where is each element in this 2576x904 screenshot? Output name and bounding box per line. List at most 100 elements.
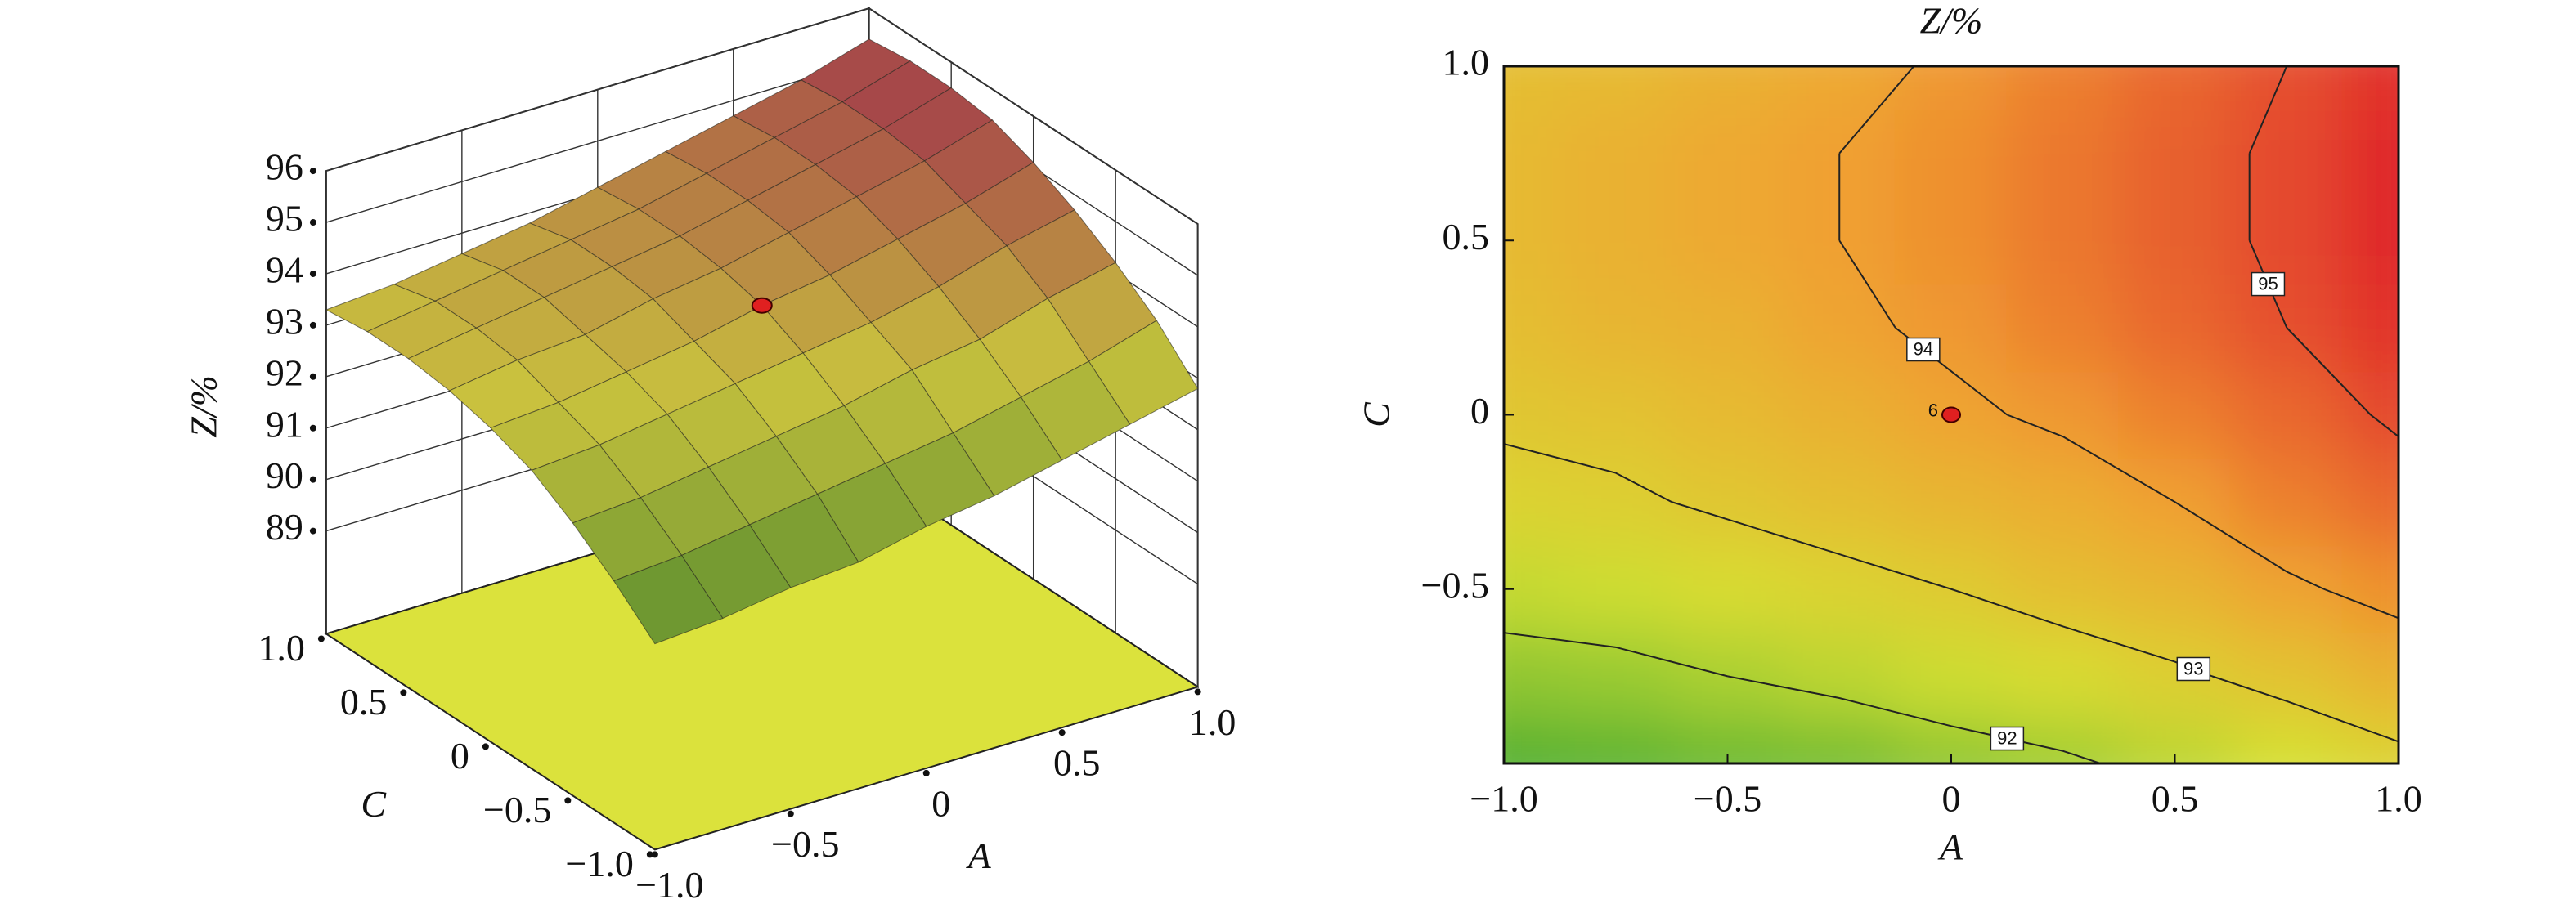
heat-cell [2006, 457, 2120, 547]
x-tick [922, 769, 930, 776]
surface-patch [613, 554, 724, 645]
y-tick-label: 0.5 [340, 681, 388, 723]
heat-cell [2341, 632, 2399, 721]
heat-cell [2006, 544, 2120, 634]
contour-label-box [1990, 726, 2025, 751]
heat-cell [2341, 195, 2399, 285]
z-tick-label: 89 [266, 506, 303, 548]
heat-cell [2229, 457, 2344, 547]
heat-cell [1559, 632, 1673, 721]
x-tick-label: 0.5 [1053, 742, 1101, 784]
heat-cell [2341, 544, 2399, 634]
heat-cell [1559, 718, 1673, 763]
z-tick-label: 92 [266, 351, 303, 393]
heat-cell [2006, 370, 2120, 459]
x-tick-label: 1.0 [2375, 778, 2422, 820]
heat-cell [1671, 283, 1784, 373]
y-tick-label: 0.5 [1443, 216, 1490, 257]
contour-label: 94 [1914, 338, 1933, 359]
z-tick-label: 93 [266, 300, 303, 342]
heat-cell [2006, 109, 2120, 198]
heat-cell [1782, 66, 1896, 111]
z-tick [309, 527, 316, 535]
x-tick-label: −1.0 [635, 864, 703, 904]
z-axis-label: Z/% [182, 375, 224, 438]
heat-cell [1894, 195, 2008, 285]
contour-chart: 92 93 94 95 −1.0 −0.5 0 0.5 1.0 −0.5 0 0.5 1.0 6 Z/% A C [1356, 0, 2422, 868]
heat-cell [2006, 283, 2120, 373]
heat-cell [2341, 66, 2399, 111]
y-axis-label: C [361, 783, 387, 825]
z-tick [309, 321, 316, 329]
heat-cell [2229, 66, 2344, 111]
heatmap [1504, 66, 2399, 763]
heat-cell [2006, 632, 2120, 721]
heat-cell [1894, 632, 2008, 721]
heat-cell [1671, 457, 1784, 547]
contour-line [1838, 66, 2399, 620]
contour-label-box [1906, 337, 1941, 362]
z-tick-label: 95 [266, 198, 303, 239]
z-tick-label: 94 [266, 249, 303, 291]
z-tick [309, 168, 316, 175]
heat-cell [2341, 109, 2399, 198]
heat-cell [2118, 283, 2232, 373]
design-point [1941, 406, 1961, 423]
heat-cell [1504, 632, 1561, 721]
heat-cell [1559, 195, 1673, 285]
heat-cell [2341, 718, 2399, 763]
heat-cell [1504, 457, 1561, 547]
heat-cell [1504, 109, 1561, 198]
z-tick [309, 476, 316, 483]
heat-cell [1504, 66, 1561, 111]
x-tick-label: −1.0 [1470, 778, 1537, 820]
x-tick-label: −0.5 [771, 823, 839, 865]
heat-cell [2118, 195, 2232, 285]
heat-cell [2229, 718, 2344, 763]
y-tick-label: 1.0 [1443, 42, 1490, 83]
heat-cell [2229, 109, 2344, 198]
contour-label: 95 [2258, 273, 2278, 293]
x-tick-label: 0.5 [2152, 778, 2199, 820]
heat-cell [1782, 283, 1896, 373]
y-tick-label: −1.0 [565, 843, 633, 884]
heat-cell [1559, 457, 1673, 547]
z-tick [309, 424, 316, 432]
heat-cell [2229, 544, 2344, 634]
heat-cell [1782, 718, 1896, 763]
surface-chart: 89 90 91 92 93 94 95 96 −1.0 −0.5 0 0.5 1.0 −1.0 −0.5 0… [182, 7, 1236, 904]
y-tick [400, 689, 407, 696]
y-tick-label: −0.5 [483, 789, 551, 830]
heat-cell [1894, 109, 2008, 198]
heat-cell [1671, 370, 1784, 459]
heat-cell [2006, 718, 2120, 763]
z-tick-label: 90 [266, 454, 303, 496]
heat-cell [2118, 544, 2232, 634]
y-tick-label: −0.5 [1421, 564, 1489, 606]
heat-cell [1782, 544, 1896, 634]
x-tick [787, 810, 794, 817]
x-tick [651, 851, 658, 858]
heat-cell [2118, 109, 2232, 198]
heat-cell [2118, 370, 2232, 459]
x-tick-label: 0 [1942, 778, 1961, 820]
heat-cell [1782, 632, 1896, 721]
z-tick [309, 270, 316, 277]
y-tick-label: 1.0 [258, 627, 305, 669]
contour-line [1504, 443, 2399, 743]
contour-label-box [2176, 656, 2211, 682]
heat-cell [1559, 544, 1673, 634]
point-label: 6 [1928, 400, 1938, 420]
heat-cell [1559, 109, 1673, 198]
y-axis-label: C [1356, 401, 1398, 427]
y-tick [482, 743, 489, 750]
heat-cell [2229, 370, 2344, 459]
heat-cell [2006, 66, 2120, 111]
heat-cell [1504, 718, 1561, 763]
heat-cell [1559, 66, 1673, 111]
y-tick [317, 635, 325, 642]
heat-cell [1894, 66, 2008, 111]
heat-cell [1671, 109, 1784, 198]
heat-cell [1559, 370, 1673, 459]
